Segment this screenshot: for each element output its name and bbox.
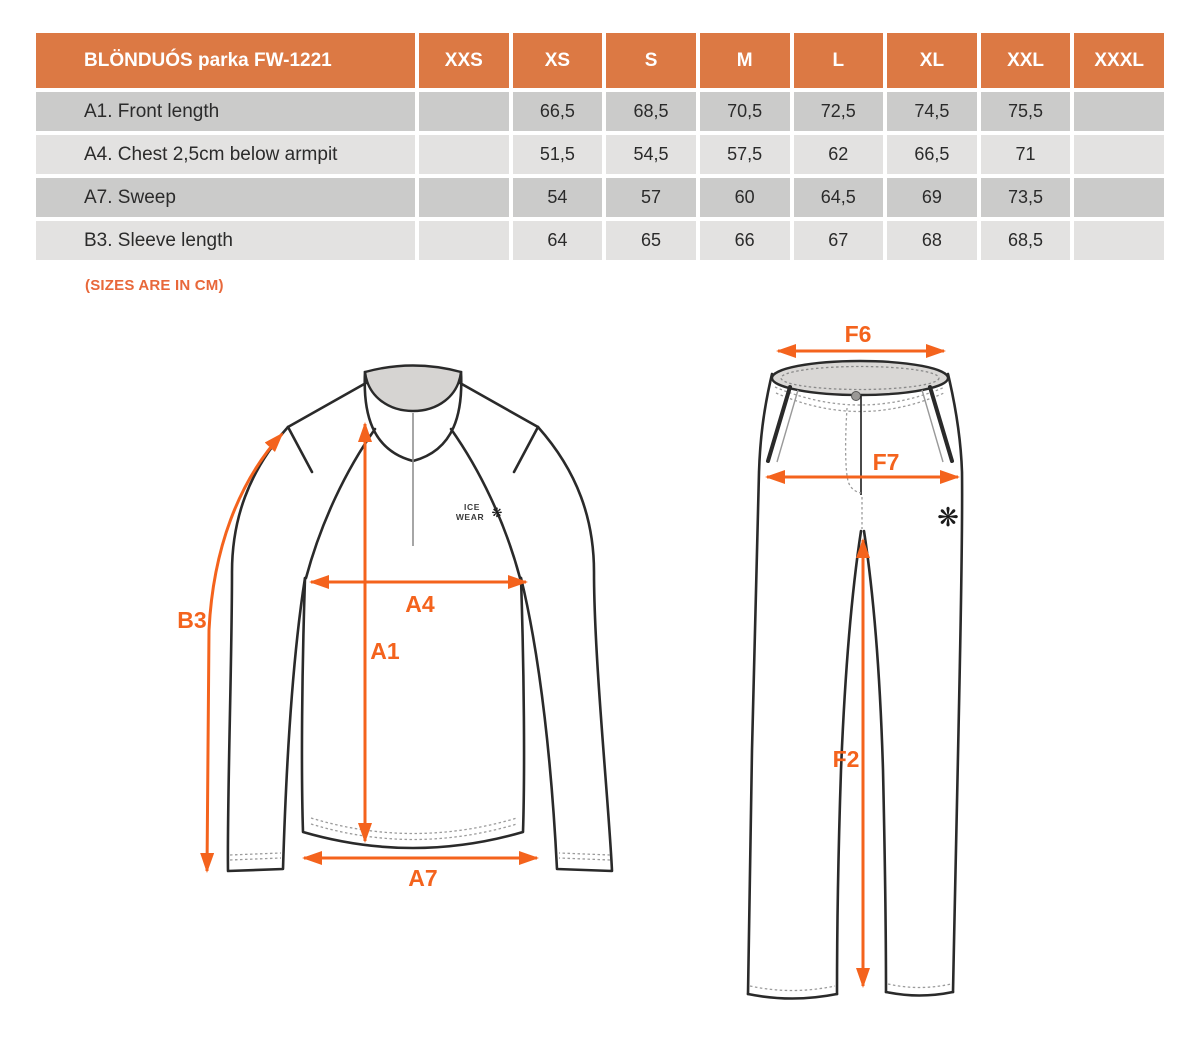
jacket-diagram: ICE WEAR ❋ B3 A4 A1 A7 [177,364,614,891]
logo-text-ice: ICE [464,502,480,512]
cell-a4-xxs [419,135,509,174]
cell-b3-l: 67 [793,221,884,260]
label-a1: A1 [370,638,400,664]
cell-a1-xs: 66,5 [512,92,603,131]
cell-a1-xl: 74,5 [887,92,977,131]
cell-b3-xxs [419,221,509,260]
cell-a1-l: 72,5 [793,92,884,131]
snowflake-icon: ❋ [492,506,503,521]
b3-arrow [200,432,284,873]
row-label-a7: A7. Sweep [36,178,415,217]
cell-a7-xxl: 73,5 [980,178,1071,217]
pants-measure-arrows [765,344,960,988]
cell-b3-xxxl [1074,221,1164,260]
col-header-l: L [793,33,884,88]
table-title: BLÖNDUÓS parka FW-1221 [36,33,415,88]
col-header-xxxl: XXXL [1074,33,1164,88]
cell-a7-xl: 69 [887,178,977,217]
pocket-openings [766,385,954,463]
row-label-a1: A1. Front length [36,92,415,131]
col-header-s: S [606,33,696,88]
cell-a7-xxs [419,178,509,217]
pants-outline [746,359,964,1000]
cell-b3-s: 65 [606,221,696,260]
label-a7: A7 [408,865,437,891]
jacket-outline [226,364,614,873]
label-f6: F6 [845,321,872,347]
label-f7: F7 [873,449,900,475]
snowflake-icon: ❋ [937,503,959,533]
cell-a4-xxxl [1074,135,1164,174]
col-header-xl: XL [887,33,977,88]
cell-a7-xxxl [1074,178,1164,217]
cell-a4-l: 62 [793,135,884,174]
col-header-m: M [699,33,790,88]
row-label-a4: A4. Chest 2,5cm below armpit [36,135,415,174]
cell-a4-m: 57,5 [699,135,790,174]
label-a4: A4 [405,591,435,617]
cell-a1-xxs [419,92,509,131]
label-f2: F2 [833,746,860,772]
cell-a7-l: 64,5 [793,178,884,217]
label-b3: B3 [177,607,206,633]
waist-button [851,391,861,401]
cell-a7-xs: 54 [512,178,603,217]
cell-a4-xxl: 71 [980,135,1071,174]
logo-text-wear: WEAR [456,512,484,522]
row-label-b3: B3. Sleeve length [36,221,415,260]
cell-a7-m: 60 [699,178,790,217]
pants-diagram: ❋ F6 F7 F2 [746,321,964,1000]
cell-a4-s: 54,5 [606,135,696,174]
cell-a1-xxxl [1074,92,1164,131]
cell-a4-xs: 51,5 [512,135,603,174]
cell-a1-s: 68,5 [606,92,696,131]
cell-b3-xs: 64 [512,221,603,260]
cell-b3-xxl: 68,5 [980,221,1071,260]
units-note: (SIZES ARE IN CM) [85,277,224,294]
cell-b3-xl: 68 [887,221,977,260]
jacket-measure-arrows [200,422,539,873]
cell-a4-xl: 66,5 [887,135,977,174]
col-header-xxl: XXL [980,33,1071,88]
cell-b3-m: 66 [699,221,790,260]
col-header-xxs: XXS [419,33,509,88]
size-table: BLÖNDUÓS parka FW-1221 XXS XS S M L XL X… [36,33,1164,260]
cell-a1-xxl: 75,5 [980,92,1071,131]
col-header-xs: XS [512,33,603,88]
cell-a7-s: 57 [606,178,696,217]
cell-a1-m: 70,5 [699,92,790,131]
